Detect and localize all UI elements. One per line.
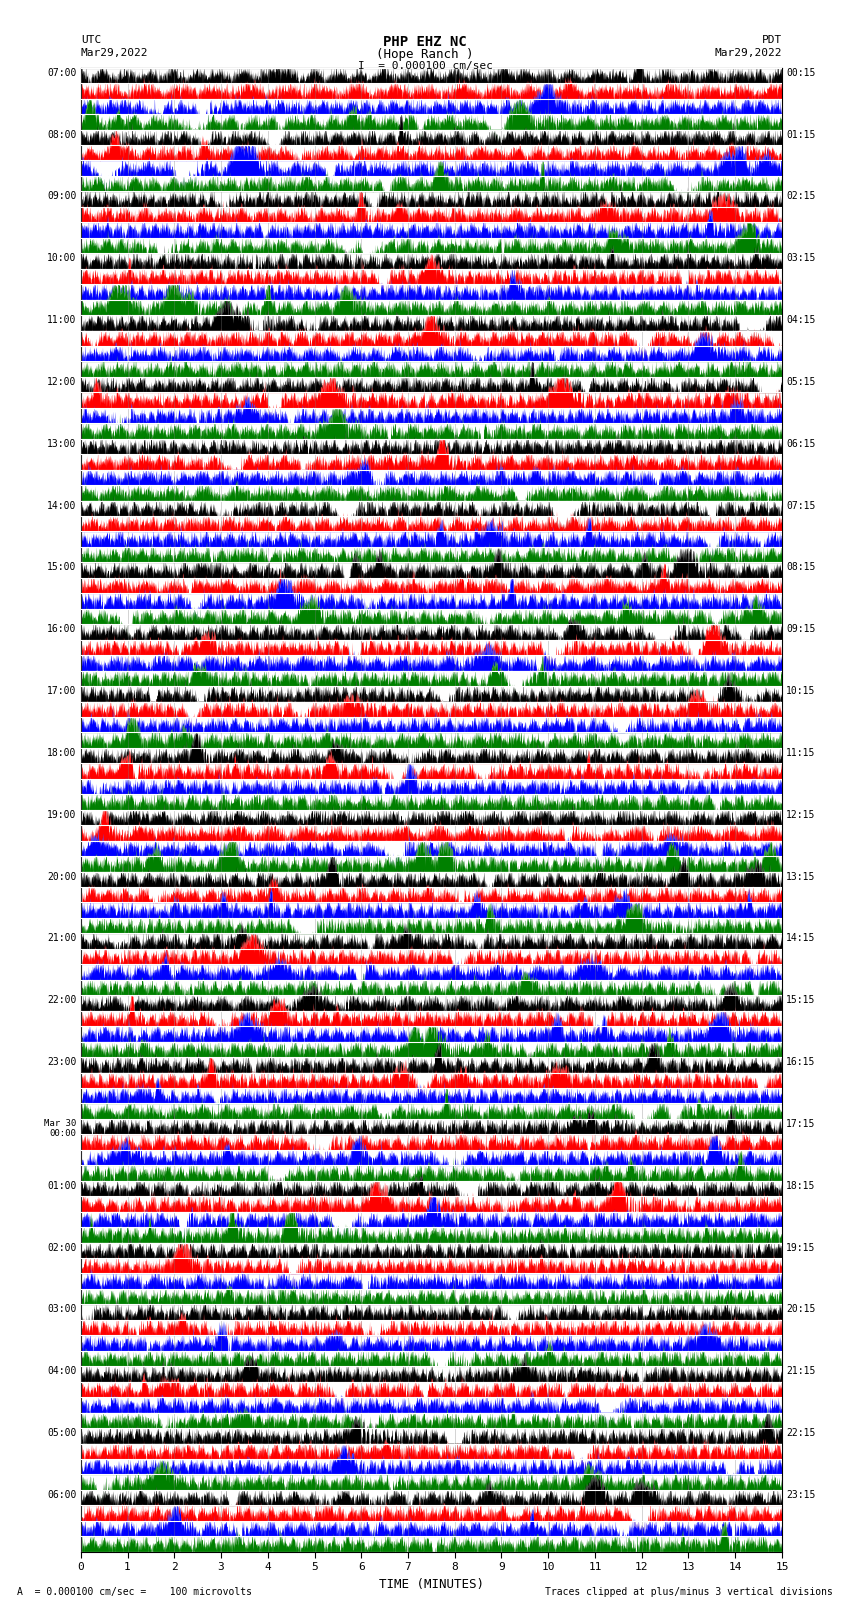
Text: 13:15: 13:15 bbox=[786, 871, 816, 882]
Text: 03:00: 03:00 bbox=[47, 1305, 76, 1315]
Text: 18:00: 18:00 bbox=[47, 748, 76, 758]
Text: 15:15: 15:15 bbox=[786, 995, 816, 1005]
Text: 09:00: 09:00 bbox=[47, 192, 76, 202]
Text: Mar 30
00:00: Mar 30 00:00 bbox=[44, 1119, 76, 1139]
Text: 16:15: 16:15 bbox=[786, 1057, 816, 1068]
Text: 09:15: 09:15 bbox=[786, 624, 816, 634]
Text: 13:00: 13:00 bbox=[47, 439, 76, 448]
Text: 06:15: 06:15 bbox=[786, 439, 816, 448]
Text: 19:00: 19:00 bbox=[47, 810, 76, 819]
Text: Mar29,2022: Mar29,2022 bbox=[81, 48, 148, 58]
Text: 14:00: 14:00 bbox=[47, 500, 76, 511]
X-axis label: TIME (MINUTES): TIME (MINUTES) bbox=[379, 1578, 484, 1590]
Text: 02:15: 02:15 bbox=[786, 192, 816, 202]
Text: 21:15: 21:15 bbox=[786, 1366, 816, 1376]
Text: 04:00: 04:00 bbox=[47, 1366, 76, 1376]
Text: 22:00: 22:00 bbox=[47, 995, 76, 1005]
Text: 12:15: 12:15 bbox=[786, 810, 816, 819]
Text: Mar29,2022: Mar29,2022 bbox=[715, 48, 782, 58]
Text: 08:00: 08:00 bbox=[47, 129, 76, 140]
Text: 02:00: 02:00 bbox=[47, 1242, 76, 1253]
Text: I  = 0.000100 cm/sec: I = 0.000100 cm/sec bbox=[358, 61, 492, 71]
Text: 15:00: 15:00 bbox=[47, 563, 76, 573]
Text: 14:15: 14:15 bbox=[786, 934, 816, 944]
Text: UTC: UTC bbox=[81, 35, 101, 45]
Text: 16:00: 16:00 bbox=[47, 624, 76, 634]
Text: 03:15: 03:15 bbox=[786, 253, 816, 263]
Text: 05:15: 05:15 bbox=[786, 377, 816, 387]
Text: 18:15: 18:15 bbox=[786, 1181, 816, 1190]
Text: 19:15: 19:15 bbox=[786, 1242, 816, 1253]
Text: 23:00: 23:00 bbox=[47, 1057, 76, 1068]
Text: 07:00: 07:00 bbox=[47, 68, 76, 77]
Text: 12:00: 12:00 bbox=[47, 377, 76, 387]
Text: 07:15: 07:15 bbox=[786, 500, 816, 511]
Text: 11:00: 11:00 bbox=[47, 315, 76, 326]
Text: 08:15: 08:15 bbox=[786, 563, 816, 573]
Text: 17:00: 17:00 bbox=[47, 686, 76, 697]
Text: 20:00: 20:00 bbox=[47, 871, 76, 882]
Text: Traces clipped at plus/minus 3 vertical divisions: Traces clipped at plus/minus 3 vertical … bbox=[545, 1587, 833, 1597]
Text: 23:15: 23:15 bbox=[786, 1490, 816, 1500]
Text: 17:15: 17:15 bbox=[786, 1119, 816, 1129]
Text: 04:15: 04:15 bbox=[786, 315, 816, 326]
Text: 10:15: 10:15 bbox=[786, 686, 816, 697]
Text: 22:15: 22:15 bbox=[786, 1428, 816, 1439]
Text: 01:00: 01:00 bbox=[47, 1181, 76, 1190]
Text: 11:15: 11:15 bbox=[786, 748, 816, 758]
Text: 05:00: 05:00 bbox=[47, 1428, 76, 1439]
Text: A  = 0.000100 cm/sec =    100 microvolts: A = 0.000100 cm/sec = 100 microvolts bbox=[17, 1587, 252, 1597]
Text: (Hope Ranch ): (Hope Ranch ) bbox=[377, 48, 473, 61]
Text: 20:15: 20:15 bbox=[786, 1305, 816, 1315]
Text: 01:15: 01:15 bbox=[786, 129, 816, 140]
Text: 10:00: 10:00 bbox=[47, 253, 76, 263]
Text: 00:15: 00:15 bbox=[786, 68, 816, 77]
Text: 06:00: 06:00 bbox=[47, 1490, 76, 1500]
Text: PDT: PDT bbox=[762, 35, 782, 45]
Text: 21:00: 21:00 bbox=[47, 934, 76, 944]
Text: PHP EHZ NC: PHP EHZ NC bbox=[383, 35, 467, 50]
